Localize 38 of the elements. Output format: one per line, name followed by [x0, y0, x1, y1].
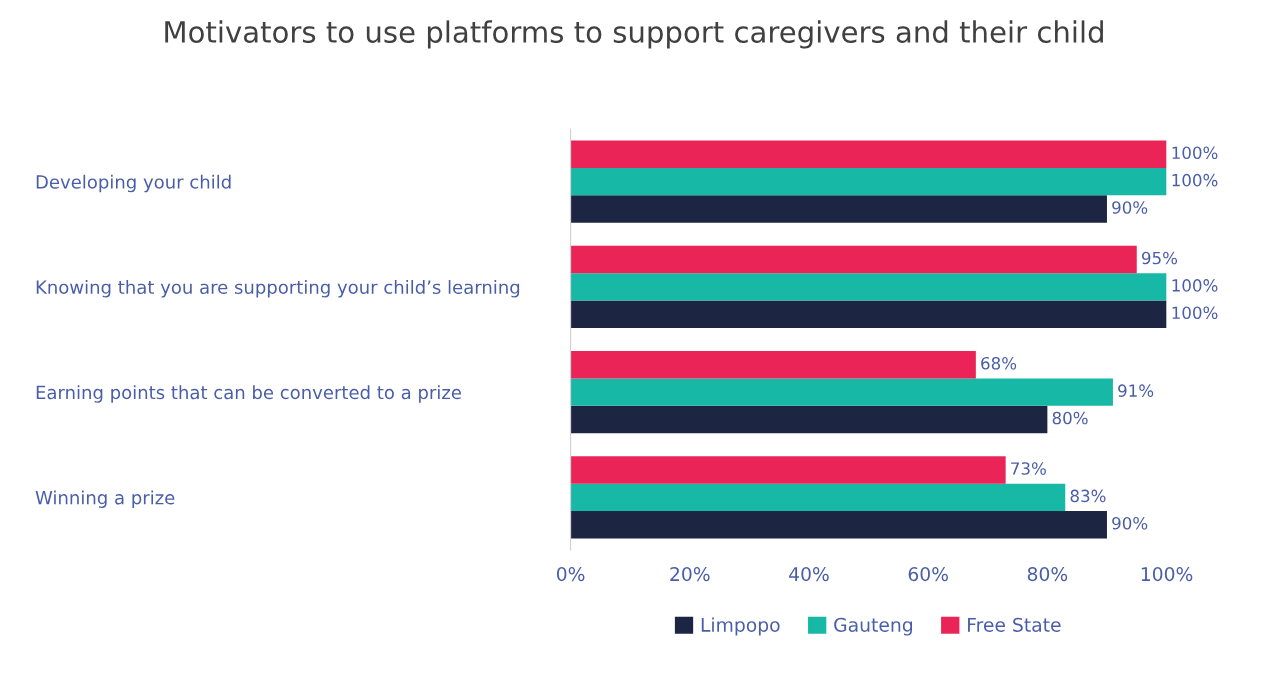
bar [570, 195, 1107, 223]
legend-label: Free State [968, 617, 1061, 632]
data-label: 68% [981, 356, 1017, 370]
data-label: 73% [1011, 462, 1046, 475]
x-tick-label: 20% [670, 566, 710, 582]
bar [570, 483, 1066, 512]
bar [570, 511, 1107, 539]
bar [570, 245, 1137, 274]
x-tick-label: 0% [556, 566, 585, 582]
chart-title: Motivators to use platforms to support caregivers and their child [165, 20, 1103, 49]
data-label: 100% [1172, 146, 1218, 160]
y-tick-label: Developing your child [36, 174, 231, 193]
data-label: 100% [1172, 173, 1218, 187]
bar [570, 140, 1167, 168]
x-tick-label: 60% [908, 566, 948, 582]
data-label: 80% [1052, 411, 1088, 425]
data-label: 90% [1112, 516, 1148, 530]
x-tick-label: 40% [789, 566, 829, 582]
bar [570, 351, 976, 379]
x-tick-label: 100% [1141, 566, 1193, 582]
data-label: 100% [1172, 306, 1218, 320]
legend-label: Gauteng [834, 617, 912, 636]
legend-label: Limpopo [701, 617, 780, 636]
data-label: 100% [1172, 279, 1218, 292]
data-label: 91% [1118, 384, 1154, 397]
data-label: 95% [1141, 251, 1178, 265]
data-label: 83% [1070, 489, 1106, 503]
y-tick-label: Knowing that you are supporting your child’s learning [36, 280, 520, 298]
bar [570, 405, 1048, 434]
data-label: 90% [1112, 201, 1148, 214]
y-tick-label: Winning a prize [35, 490, 175, 508]
y-tick-label: Earning points that can be converted to a prize [36, 385, 461, 403]
bar [570, 167, 1167, 196]
x-tick-label: 80% [1027, 566, 1068, 582]
bar [570, 456, 1006, 484]
bar [570, 273, 1167, 301]
bar [570, 378, 1113, 406]
bar [570, 300, 1167, 328]
